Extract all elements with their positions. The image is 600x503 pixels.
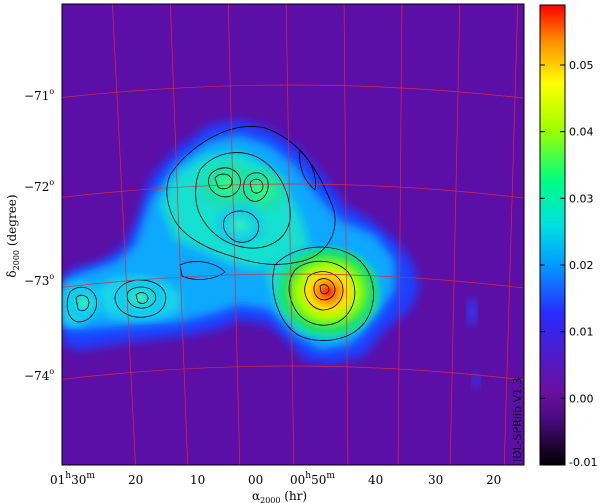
y-tick-labels: −71o −72o −73o −74o: [24, 87, 54, 383]
contour-lines: [66, 126, 374, 341]
x-tick-label: 20: [486, 473, 501, 487]
y-tick-label: −71o: [24, 87, 54, 103]
colorbar-ticks: 0.05 0.04 0.03 0.02 0.01 0.00 -0.01: [540, 59, 597, 469]
plot-frame: [61, 3, 525, 466]
x-tick-label: 10: [190, 473, 205, 487]
colorbar-tick-label: 0.01: [569, 326, 594, 339]
x-tick-label: 01h30m: [50, 471, 95, 487]
y-tick-label: −73o: [24, 272, 54, 288]
x-tick-label: 30: [428, 473, 443, 487]
y-axis-label: δ2000 (degree): [5, 194, 21, 277]
x-tick-labels: 01h30m 20 10 00 00h50m 40 30 20: [50, 471, 501, 487]
colorbar-tick-label: 0.04: [569, 126, 594, 139]
colorbar-gradient: [539, 4, 566, 466]
y-tick-label: −74o: [24, 367, 54, 383]
colorbar: 0.05 0.04 0.03 0.02 0.01 0.00 -0.01: [539, 4, 597, 469]
x-axis-label: α2000 (hr): [252, 489, 307, 503]
watermark-text: IDL-SPRlib V1.3: [511, 378, 524, 463]
x-tick-label: 00h50m: [290, 471, 335, 487]
colorbar-tick-label: 0.02: [569, 259, 594, 272]
x-tick-label: 40: [368, 473, 383, 487]
x-tick-label: 00: [248, 473, 263, 487]
colorbar-tick-label: 0.00: [569, 392, 594, 405]
coordinate-grid: [62, 4, 524, 465]
y-tick-label: −72o: [24, 178, 54, 194]
colorbar-tick-label: -0.01: [569, 456, 597, 469]
colorbar-tick-label: 0.03: [569, 192, 594, 205]
colorbar-tick-label: 0.05: [569, 59, 594, 72]
x-tick-label: 20: [128, 473, 143, 487]
